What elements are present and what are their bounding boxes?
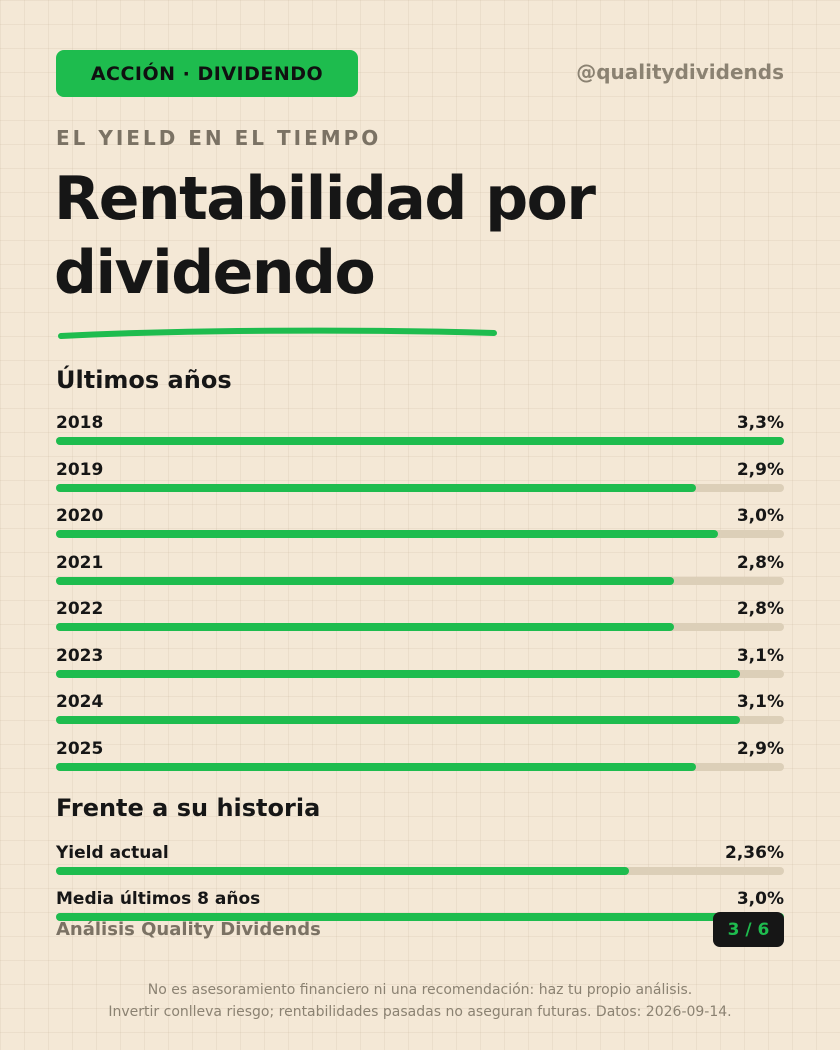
page-title: Rentabilidad por dividendo [54,162,774,310]
history-bar-track [56,867,784,875]
page-title-line2: dividendo [54,238,376,308]
year-bar-track [56,623,784,631]
year-category-label: 2023 [56,645,104,666]
year-row: 2022 2,8% [56,599,784,639]
year-category-label: 2018 [56,413,104,433]
year-bar [56,669,740,678]
year-category-label: 2020 [56,506,104,526]
year-value-label: 3,1% [736,692,784,712]
year-value-label: 2,9% [736,459,784,480]
year-bar [56,762,696,771]
history-bar-track [56,913,784,921]
year-bar-track [56,483,784,492]
year-category-label: 2025 [56,738,104,759]
history-value-label: 3,0% [736,889,784,909]
years-section-title: Últimos años [56,366,232,394]
year-bar-track [56,530,784,538]
history-value-label: 2,36% [725,843,784,863]
year-value-label: 2,8% [736,599,784,619]
year-row: 2024 3,1% [56,692,784,732]
history-section-title: Frente a su historia [56,794,321,822]
year-bar-track [56,762,784,771]
year-category-label: 2022 [56,599,104,619]
year-bar [56,576,674,585]
page-title-line1: Rentabilidad por [54,164,596,234]
year-value-label: 2,8% [736,552,784,573]
eyebrow-label: EL YIELD EN EL TIEMPO [56,126,382,150]
year-bar-track [56,716,784,724]
year-category-label: 2024 [56,692,104,712]
disclaimer-line-1: No es asesoramiento financiero ni una re… [147,982,693,998]
account-handle[interactable]: @qualitydividends [576,60,784,84]
year-bar-track [56,669,784,678]
year-bar [56,530,718,538]
history-row: Yield actual 2,36% [56,843,784,883]
history-bar [56,913,784,921]
category-badge: ACCIÓN · DIVIDENDO [56,50,358,97]
history-row: Media últimos 8 años 3,0% [56,889,784,929]
title-underline [58,327,497,339]
year-bar-track [56,437,784,445]
year-row: 2020 3,0% [56,506,784,546]
year-value-label: 2,9% [736,738,784,759]
year-bar [56,483,696,492]
history-category-label: Media últimos 8 años [56,889,261,909]
year-row: 2018 3,3% [56,413,784,453]
year-value-label: 3,0% [736,506,784,526]
page-indicator: 3 / 6 [713,912,784,947]
history-category-label: Yield actual [56,843,169,863]
year-category-label: 2019 [56,459,104,480]
year-category-label: 2021 [56,552,104,573]
year-row: 2023 3,1% [56,646,784,686]
year-value-label: 3,1% [736,645,784,666]
disclaimer-line-2: Invertir conlleva riesgo; rentabilidades… [108,1004,732,1020]
year-bar [56,716,740,724]
year-row: 2019 2,9% [56,460,784,500]
year-bar [56,623,674,631]
year-bar [56,437,784,445]
brand-footer-label: Análisis Quality Dividends [56,919,321,940]
year-row: 2025 2,9% [56,739,784,779]
year-value-label: 3,3% [736,413,784,433]
history-bar [56,867,629,875]
year-bar-track [56,576,784,585]
year-row: 2021 2,8% [56,553,784,593]
